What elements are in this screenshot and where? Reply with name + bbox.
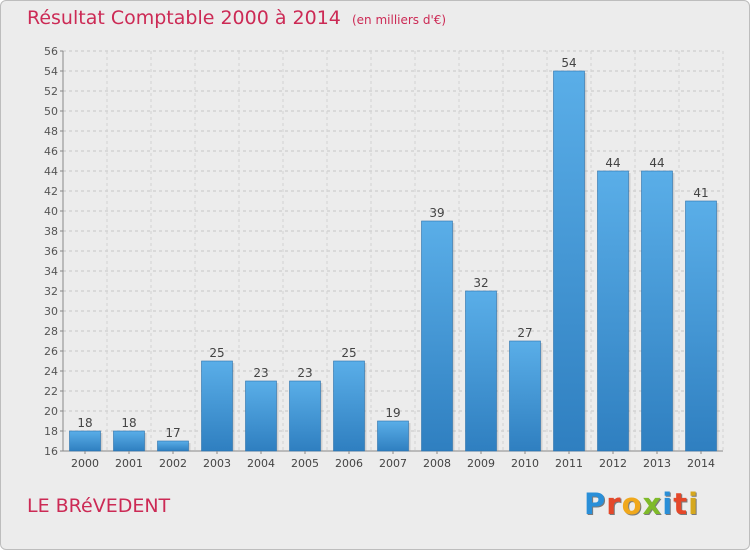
y-tick-label: 30	[44, 305, 58, 318]
bar	[69, 430, 101, 452]
x-tick-label: 2013	[643, 457, 671, 470]
x-tick-label: 2005	[291, 457, 319, 470]
y-tick-label: 46	[44, 145, 58, 158]
x-tick-label: 2000	[71, 457, 99, 470]
x-tick-label: 2007	[379, 457, 407, 470]
bar	[465, 290, 497, 452]
logo-letter: i	[688, 487, 700, 521]
bar	[113, 430, 145, 452]
y-tick-label: 20	[44, 405, 58, 418]
bar	[641, 170, 673, 452]
data-label: 27	[517, 326, 532, 340]
data-label: 25	[341, 346, 356, 360]
x-tick-label: 2011	[555, 457, 583, 470]
data-label: 18	[77, 416, 92, 430]
x-tick-label: 2003	[203, 457, 231, 470]
data-label: 44	[649, 156, 664, 170]
proxiti-logo: Proxiti	[584, 487, 699, 521]
bar	[421, 220, 453, 452]
y-tick-label: 48	[44, 125, 58, 138]
bar	[245, 380, 277, 452]
bar	[201, 360, 233, 452]
logo-letter: i	[662, 487, 674, 521]
y-tick-label: 36	[44, 245, 58, 258]
chart-title-text: Résultat Comptable 2000 à 2014	[27, 7, 341, 29]
data-label: 32	[473, 276, 488, 290]
x-tick-label: 2004	[247, 457, 275, 470]
y-tick-label: 16	[44, 445, 58, 458]
y-tick-label: 32	[44, 285, 58, 298]
data-label: 23	[297, 366, 312, 380]
logo-letter: P	[584, 487, 607, 521]
x-tick-label: 2014	[687, 457, 715, 470]
bar	[333, 360, 365, 452]
bar	[377, 420, 409, 452]
data-label: 18	[121, 416, 136, 430]
x-tick-label: 2001	[115, 457, 143, 470]
y-tick-label: 18	[44, 425, 58, 438]
logo-letter: x	[642, 487, 663, 521]
y-tick-label: 34	[44, 265, 58, 278]
data-label: 17	[165, 426, 180, 440]
data-label: 25	[209, 346, 224, 360]
y-tick-label: 38	[44, 225, 58, 238]
bar	[509, 340, 541, 452]
data-label: 19	[385, 406, 400, 420]
y-tick-label: 52	[44, 85, 58, 98]
logo-letter: r	[606, 487, 622, 521]
chart-title: Résultat Comptable 2000 à 2014 (en milli…	[27, 7, 446, 29]
y-tick-label: 56	[44, 45, 58, 58]
y-tick-label: 42	[44, 185, 58, 198]
data-label: 39	[429, 206, 444, 220]
y-tick-label: 44	[44, 165, 58, 178]
y-tick-label: 50	[44, 105, 58, 118]
bar	[597, 170, 629, 452]
chart-unit-text: (en milliers d'€)	[351, 13, 447, 27]
x-tick-label: 2012	[599, 457, 627, 470]
data-label: 44	[605, 156, 620, 170]
bar	[157, 440, 189, 452]
y-tick-label: 40	[44, 205, 58, 218]
place-name: LE BRéVEDENT	[27, 495, 171, 517]
y-tick-label: 24	[44, 365, 58, 378]
bar	[289, 380, 321, 452]
logo-letter: t	[673, 487, 689, 521]
x-tick-label: 2010	[511, 457, 539, 470]
x-tick-label: 2009	[467, 457, 495, 470]
x-tick-label: 2006	[335, 457, 363, 470]
bar	[685, 200, 717, 452]
y-tick-label: 26	[44, 345, 58, 358]
data-label: 54	[561, 56, 576, 70]
x-tick-label: 2002	[159, 457, 187, 470]
data-label: 23	[253, 366, 268, 380]
y-tick-label: 22	[44, 385, 58, 398]
bar	[553, 70, 585, 452]
logo-letter: o	[621, 487, 643, 521]
x-tick-label: 2008	[423, 457, 451, 470]
y-tick-label: 54	[44, 65, 58, 78]
y-tick-label: 28	[44, 325, 58, 338]
data-label: 41	[693, 186, 708, 200]
